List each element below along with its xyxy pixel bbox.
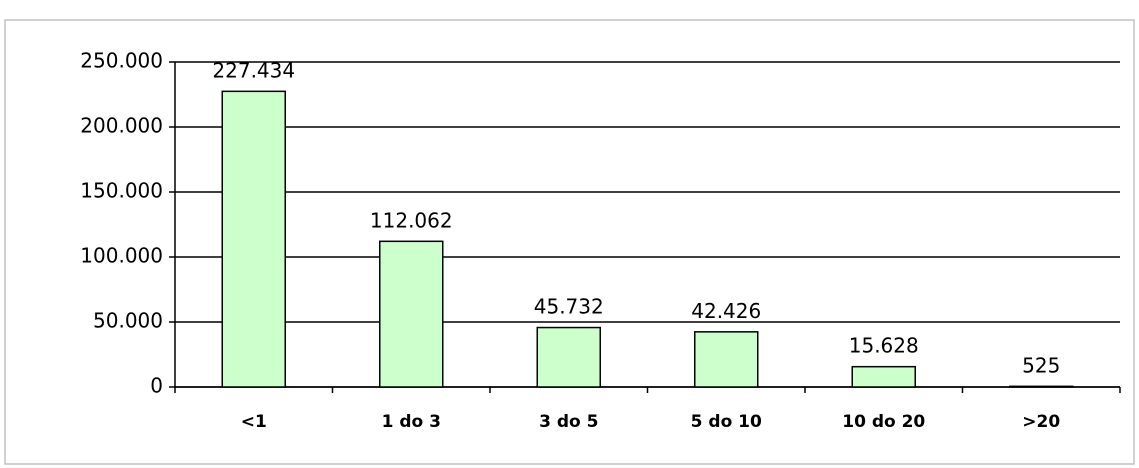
bar <box>536 326 601 388</box>
y-tick-label: 100.000 <box>80 244 163 268</box>
bar <box>694 331 759 388</box>
bar <box>851 365 916 388</box>
x-tick-label: 10 do 20 <box>842 412 925 432</box>
x-tick-label: >20 <box>1022 412 1060 432</box>
chart-frame <box>4 19 1135 465</box>
bar <box>1009 385 1074 388</box>
x-tick-label: 3 do 5 <box>539 412 598 432</box>
value-label: 42.426 <box>691 299 761 323</box>
value-label: 15.628 <box>849 334 919 358</box>
bar <box>379 240 444 388</box>
y-tick-label: 200.000 <box>80 114 163 138</box>
y-tick-label: 0 <box>150 374 163 398</box>
value-label: 112.062 <box>370 208 453 232</box>
bar <box>221 90 286 388</box>
x-tick-label: 1 do 3 <box>382 412 441 432</box>
y-tick-label: 250.000 <box>80 49 163 73</box>
y-tick-label: 150.000 <box>80 179 163 203</box>
value-label: 227.434 <box>212 58 295 82</box>
y-tick-label: 50.000 <box>93 309 163 333</box>
x-tick-label: <1 <box>241 412 267 432</box>
value-label: 525 <box>1022 353 1060 377</box>
x-tick-label: 5 do 10 <box>691 412 762 432</box>
value-label: 45.732 <box>534 295 604 319</box>
